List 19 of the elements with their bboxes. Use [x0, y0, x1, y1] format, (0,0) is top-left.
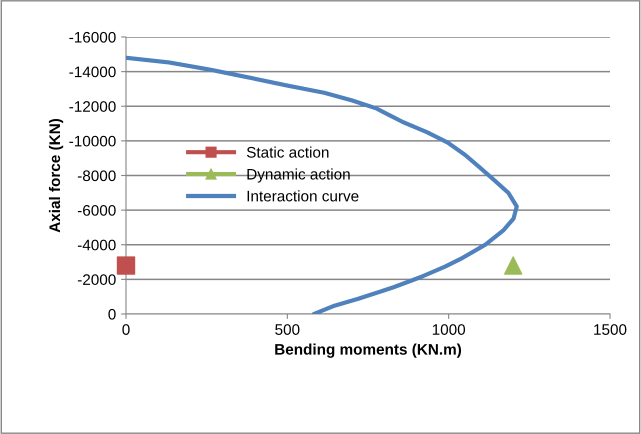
y-tick-label: -16000	[69, 32, 116, 43]
y-tick-label: -10000	[69, 136, 116, 147]
x-tick-label: 1500	[594, 324, 626, 335]
y-tick-label: -2000	[78, 274, 116, 286]
x-tick-label: 1000	[432, 324, 466, 335]
line-series	[126, 56, 519, 314]
x-tick-label: 0	[122, 324, 130, 335]
x-axis-title: Bending moments (KN.m)	[275, 344, 462, 358]
y-tick-label: 0	[108, 308, 116, 320]
legend-label: Static action	[246, 146, 328, 158]
x-tick-label: 500	[275, 324, 300, 335]
legend-label: Dynamic action	[247, 168, 350, 183]
y-tick-label: -12000	[69, 101, 116, 112]
y-tick-label: -8000	[78, 170, 116, 182]
legend-label: Interaction curve	[248, 190, 358, 202]
y-tick-label: -4000	[78, 240, 116, 250]
y-tick-label: -6000	[78, 204, 116, 216]
y-axis-title: Axial force (KN)	[48, 118, 64, 232]
y-tick-label: -14000	[69, 66, 116, 78]
